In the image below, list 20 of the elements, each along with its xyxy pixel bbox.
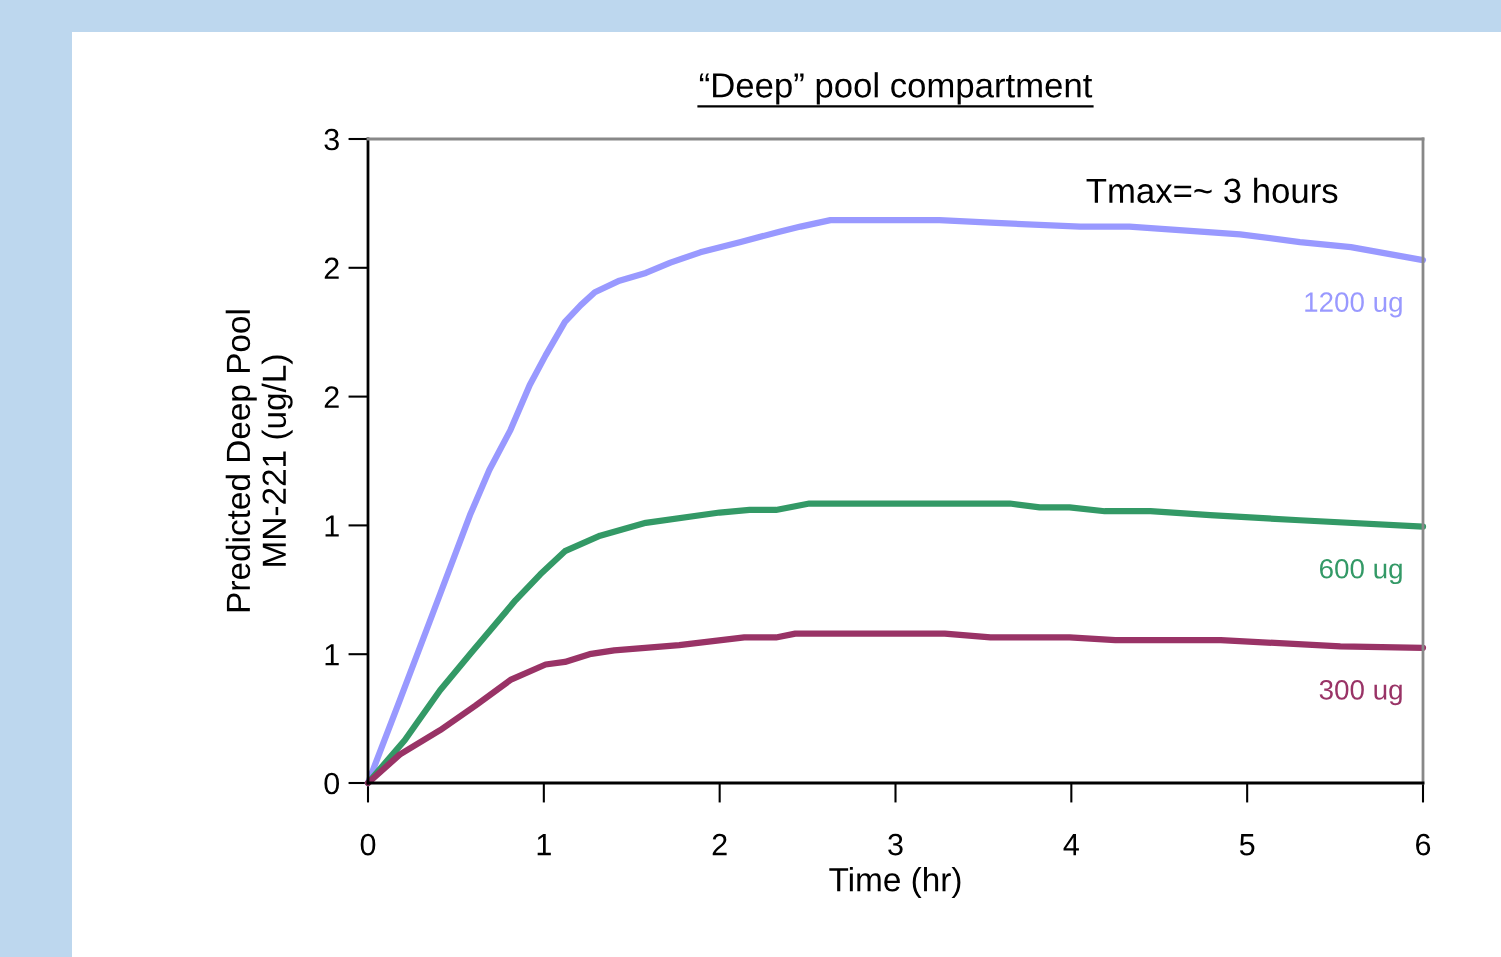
x-axis-title: Time (hr) [829, 867, 961, 899]
y-tick-label: 3 [324, 128, 339, 151]
y-tick-label: 2 [324, 257, 339, 279]
y-tick-label: 1 [325, 644, 339, 666]
series-label: 1200 ug [1305, 292, 1402, 318]
y-tick-label: 1 [325, 515, 339, 537]
x-tick-label: 4 [1063, 834, 1079, 856]
annotation: Tmax=~ 3 hours [1086, 177, 1338, 204]
y-tick-label: 0 [324, 772, 340, 795]
x-tick-label: 1 [537, 834, 551, 856]
x-tick-label: 5 [1239, 834, 1255, 856]
series-label: 300 ug [1319, 679, 1402, 706]
x-tick-label: 2 [712, 833, 727, 856]
chart-title: “Deep” pool compartment [699, 72, 1093, 105]
y-tick-label: 2 [324, 386, 339, 408]
x-tick-label: 0 [360, 833, 376, 856]
y-axis-title: Predicted Deep Pool MN-221 (ug/L) [225, 310, 293, 612]
x-tick-label: 6 [1416, 833, 1431, 856]
x-tick-label: 3 [888, 833, 903, 856]
series-label: 600 ug [1320, 558, 1402, 585]
